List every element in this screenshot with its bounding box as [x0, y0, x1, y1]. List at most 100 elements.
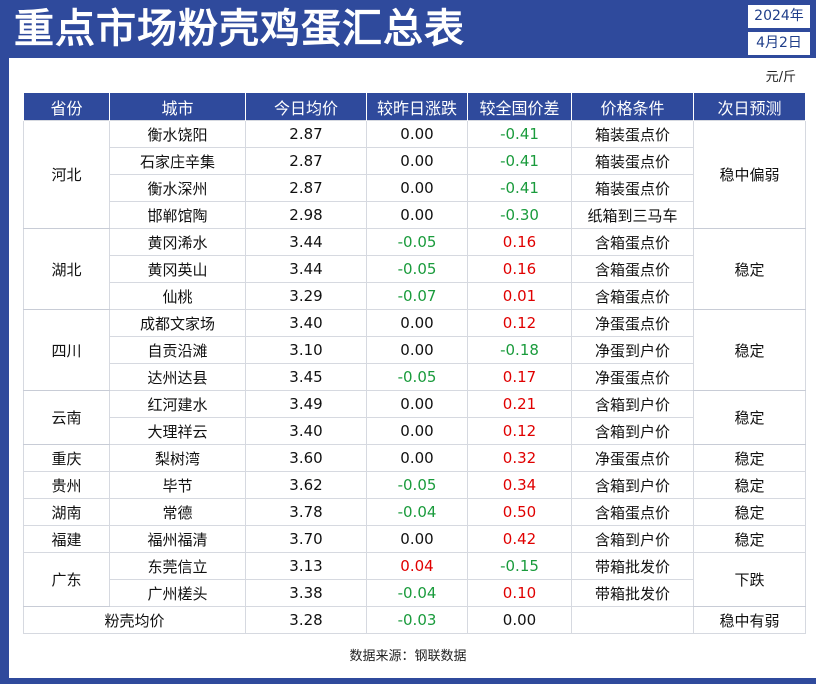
- price-cell: 3.40: [245, 309, 367, 337]
- change-cell: -0.04: [366, 579, 468, 607]
- summary-price: 3.28: [245, 606, 367, 634]
- city-cell: 自贡沿滩: [109, 336, 246, 364]
- city-cell: 常德: [109, 498, 246, 526]
- left-accent-bar: [0, 58, 9, 684]
- condition-cell: 箱装蛋点价: [571, 147, 694, 175]
- date-badge: 2024年 4月2日: [748, 5, 810, 59]
- forecast-cell: 稳定: [693, 444, 806, 472]
- condition-cell: 含箱蛋点价: [571, 255, 694, 283]
- diff-cell: -0.30: [467, 201, 572, 229]
- condition-cell: 含箱到户价: [571, 390, 694, 418]
- diff-cell: 0.21: [467, 390, 572, 418]
- province-cell: 湖南: [23, 498, 110, 526]
- table-row: 贵州 毕节 3.62 -0.05 0.34 含箱到户价 稳定: [23, 471, 806, 499]
- diff-cell: -0.41: [467, 120, 572, 148]
- change-cell: 0.04: [366, 552, 468, 580]
- date-year: 2024年: [748, 5, 810, 28]
- diff-cell: 0.34: [467, 471, 572, 499]
- city-cell: 石家庄辛集: [109, 147, 246, 175]
- price-cell: 2.98: [245, 201, 367, 229]
- table-row: 自贡沿滩 3.10 0.00 -0.18 净蛋到户价: [24, 336, 806, 364]
- change-cell: 0.00: [366, 525, 468, 553]
- price-cell: 3.44: [245, 255, 367, 283]
- city-cell: 东莞信立: [109, 552, 246, 580]
- diff-cell: 0.17: [467, 363, 572, 391]
- change-cell: -0.04: [366, 498, 468, 526]
- date-day: 4月2日: [748, 32, 810, 55]
- table-row: 广东 东莞信立 3.13 0.04 -0.15 带箱批发价 下跌: [23, 552, 806, 607]
- change-cell: 0.00: [366, 201, 468, 229]
- diff-cell: 0.16: [467, 255, 572, 283]
- summary-row: 粉壳均价 3.28 -0.03 0.00 稳中有弱: [23, 606, 806, 634]
- province-cell: 福建: [23, 525, 110, 553]
- forecast-cell: 稳定: [693, 309, 806, 391]
- price-table: 省份 城市 今日均价 较昨日涨跌 较全国价差 价格条件 次日预测 河北 衡水饶阳…: [23, 93, 806, 634]
- table-row: 重庆 梨树湾 3.60 0.00 0.32 净蛋蛋点价 稳定: [23, 444, 806, 472]
- header-price: 今日均价: [245, 93, 367, 121]
- price-cell: 3.29: [245, 282, 367, 310]
- table-row: 黄冈英山 3.44 -0.05 0.16 含箱蛋点价: [24, 255, 806, 283]
- city-cell: 广州槎头: [109, 579, 246, 607]
- city-cell: 毕节: [109, 471, 246, 499]
- province-cell: 云南: [23, 390, 110, 445]
- price-cell: 3.62: [245, 471, 367, 499]
- province-cell: 四川: [23, 309, 110, 391]
- price-cell: 3.49: [245, 390, 367, 418]
- title-banner: [0, 0, 816, 58]
- province-cell: 河北: [23, 120, 110, 229]
- summary-diff: 0.00: [467, 606, 572, 634]
- table-row: 河北 衡水饶阳 2.87 0.00 -0.41 箱装蛋点价 稳中偏弱: [23, 120, 806, 229]
- price-cell: 3.38: [245, 579, 367, 607]
- diff-cell: 0.32: [467, 444, 572, 472]
- city-cell: 成都文家场: [109, 309, 246, 337]
- header-province: 省份: [23, 93, 110, 121]
- city-cell: 达州达县: [109, 363, 246, 391]
- change-cell: 0.00: [366, 444, 468, 472]
- forecast-cell: 稳定: [693, 390, 806, 445]
- table-row: 大理祥云 3.40 0.00 0.12 含箱到户价: [24, 417, 806, 445]
- price-cell: 3.60: [245, 444, 367, 472]
- diff-cell: 0.16: [467, 228, 572, 256]
- city-cell: 黄冈浠水: [109, 228, 246, 256]
- condition-cell: 净蛋到户价: [571, 336, 694, 364]
- data-source-note: 数据来源：钢联数据: [349, 649, 467, 664]
- change-cell: 0.00: [366, 309, 468, 337]
- header-condition: 价格条件: [571, 93, 694, 121]
- table-row: 云南 红河建水 3.49 0.00 0.21 含箱到户价 稳定: [23, 390, 806, 445]
- summary-change: -0.03: [366, 606, 468, 634]
- table-row: 四川 成都文家场 3.40 0.00 0.12 净蛋蛋点价 稳定: [23, 309, 806, 391]
- forecast-cell: 稳定: [693, 525, 806, 553]
- diff-cell: 0.12: [467, 417, 572, 445]
- summary-forecast: 稳中有弱: [693, 606, 806, 634]
- change-cell: 0.00: [366, 417, 468, 445]
- diff-cell: 0.10: [467, 579, 572, 607]
- forecast-cell: 稳中偏弱: [693, 120, 806, 229]
- change-cell: -0.07: [366, 282, 468, 310]
- condition-cell: 含箱蛋点价: [571, 498, 694, 526]
- price-cell: 3.13: [245, 552, 367, 580]
- price-cell: 2.87: [245, 174, 367, 202]
- condition-cell: 净蛋蛋点价: [571, 444, 694, 472]
- price-cell: 3.70: [245, 525, 367, 553]
- table-row: 广州槎头 3.38 -0.04 0.10 带箱批发价: [24, 579, 806, 607]
- summary-label: 粉壳均价: [23, 606, 246, 634]
- change-cell: -0.05: [366, 228, 468, 256]
- price-cell: 3.10: [245, 336, 367, 364]
- bottom-accent-bar: [0, 678, 816, 684]
- city-cell: 衡水深州: [109, 174, 246, 202]
- price-cell: 2.87: [245, 147, 367, 175]
- condition-cell: 纸箱到三马车: [571, 201, 694, 229]
- forecast-cell: 稳定: [693, 498, 806, 526]
- table-row: 达州达县 3.45 -0.05 0.17 净蛋蛋点价: [24, 363, 806, 391]
- price-cell: 3.78: [245, 498, 367, 526]
- change-cell: -0.05: [366, 363, 468, 391]
- condition-cell: 含箱到户价: [571, 525, 694, 553]
- condition-cell: 带箱批发价: [571, 579, 694, 607]
- price-cell: 3.40: [245, 417, 367, 445]
- change-cell: 0.00: [366, 147, 468, 175]
- city-cell: 梨树湾: [109, 444, 246, 472]
- forecast-cell: 稳定: [693, 471, 806, 499]
- province-cell: 广东: [23, 552, 110, 607]
- city-cell: 福州福清: [109, 525, 246, 553]
- city-cell: 邯郸馆陶: [109, 201, 246, 229]
